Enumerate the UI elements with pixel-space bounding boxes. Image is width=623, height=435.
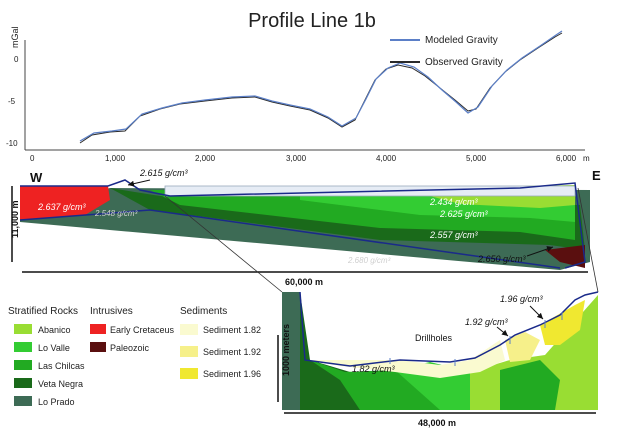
inset-topography-line [299,291,599,367]
gravity-x-tick-4000: 4,000 [376,154,397,163]
sediment-196-swatch [180,368,198,379]
sediments-legend-title: Sediments [180,306,227,317]
inset-density-196-arrow [529,305,544,320]
inset-sediment-192 [505,332,540,362]
rock-legend: Stratified Rocks Abanico Lo Valle Las Ch… [8,306,261,407]
veta-negra-swatch [14,378,32,388]
lo-valle-swatch [14,342,32,352]
cross-section-panel: W E 2.637 g/cm³ 2.615 g/cm³ 2.548 g/cm³ … [10,168,601,293]
observed-gravity-line [79,32,563,144]
inset-drillholes-label: Drillholes [415,333,453,343]
section-topography-line [20,179,586,269]
density-2548-label: 2.548 g/cm³ [94,209,138,218]
section-width-label: 60,000 m [285,277,323,287]
las-chilcas-label: Las Chilcas [38,361,85,371]
early-cretaceous-swatch [90,324,106,334]
density-2625-label: 2.625 g/cm³ [439,209,489,219]
inset-sediment-182 [305,340,505,378]
gravity-y-tick-0: 0 [14,55,19,64]
inset-density-192-label: 1.92 g/cm³ [465,317,509,327]
inset-sediment-196 [540,300,585,345]
lo-valle-label: Lo Valle [38,343,70,353]
veta-negra-label: Veta Negra [38,379,83,389]
density-2434-label: 2.434 g/cm³ [429,197,479,207]
early-cretaceous-body [20,186,110,220]
abanico-swatch [14,324,32,334]
density-2557-label: 2.557 g/cm³ [429,230,479,240]
sediment-192-swatch [180,346,198,357]
modeled-legend-label: Modeled Gravity [425,35,498,46]
sediment-182-swatch [180,324,198,335]
gravity-x-tick-3000: 3,000 [286,154,307,163]
gravity-x-tick-0: 0 [30,154,35,163]
paleozoic-swatch [90,342,106,352]
section-base-line [19,209,561,269]
gravity-x-tick-5000: 5,000 [466,154,487,163]
east-label: E [592,168,601,183]
inset-density-192-arrow [496,326,509,337]
las-chilcas-swatch [14,360,32,370]
modeled-gravity-line [79,30,563,142]
gravity-x-tick-2000: 2,000 [195,154,216,163]
density-2650-label: 2.650 g/cm³ [477,254,527,264]
intrusives-legend-title: Intrusives [90,306,133,317]
inset-density-182-label: 1.82 g/cm³ [352,364,396,374]
gravity-x-tick-1000: 1,000 [105,154,126,163]
west-label: W [30,170,43,185]
gravity-x-tick-6000: 6,000 [556,154,577,163]
sediment-192-label: Sediment 1.92 [203,347,261,357]
inset-depth-label: 1000 meters [281,324,291,376]
density-2650-arrow [526,246,554,257]
gravity-panel: mGal 0 -5 -10 0 1,000 2,000 3,000 4,000 … [6,26,590,163]
paleozoic-label: Paleozoic [110,343,150,353]
sediment-182-label: Sediment 1.82 [203,325,261,335]
inset-las-chilcas [310,360,450,410]
lo-prado-swatch [14,396,32,406]
zoom-line-right [577,187,599,293]
lo-prado-label: Lo Prado [38,397,75,407]
observed-legend-label: Observed Gravity [425,57,503,68]
inset-panel: Drillholes 1.82 g/cm³ 1.92 g/cm³ 1.96 g/… [277,291,599,428]
paleozoic-body [545,245,585,268]
gravity-y-tick-10: -10 [6,139,18,148]
sediment-196-label: Sediment 1.96 [203,369,261,379]
gravity-x-unit: m [583,154,590,163]
inset-drillhole-markers [389,312,563,366]
early-cretaceous-label: Early Cretaceus [110,325,175,335]
zoom-line-left [164,195,283,293]
inset-lo-prado [282,292,305,410]
density-2680-label: 2.680 g/cm³ [347,256,391,265]
gravity-y-tick-5: -5 [8,97,16,106]
gravity-y-unit: mGal [10,26,20,48]
inset-abanico-dark [500,360,560,410]
abanico-label: Abanico [38,325,71,335]
inset-width-label: 48,000 m [418,418,456,428]
stratified-legend-title: Stratified Rocks [8,306,78,317]
density-2637-label: 2.637 g/cm³ [37,202,87,212]
inset-density-196-label: 1.96 g/cm³ [500,294,544,304]
density-2615-arrow [127,179,151,187]
figure-title: Profile Line 1b [248,10,376,32]
density-2615-label: 2.615 g/cm³ [139,168,189,178]
inset-veta-negra [300,292,380,410]
section-depth-label: 11,000 m [10,200,20,238]
